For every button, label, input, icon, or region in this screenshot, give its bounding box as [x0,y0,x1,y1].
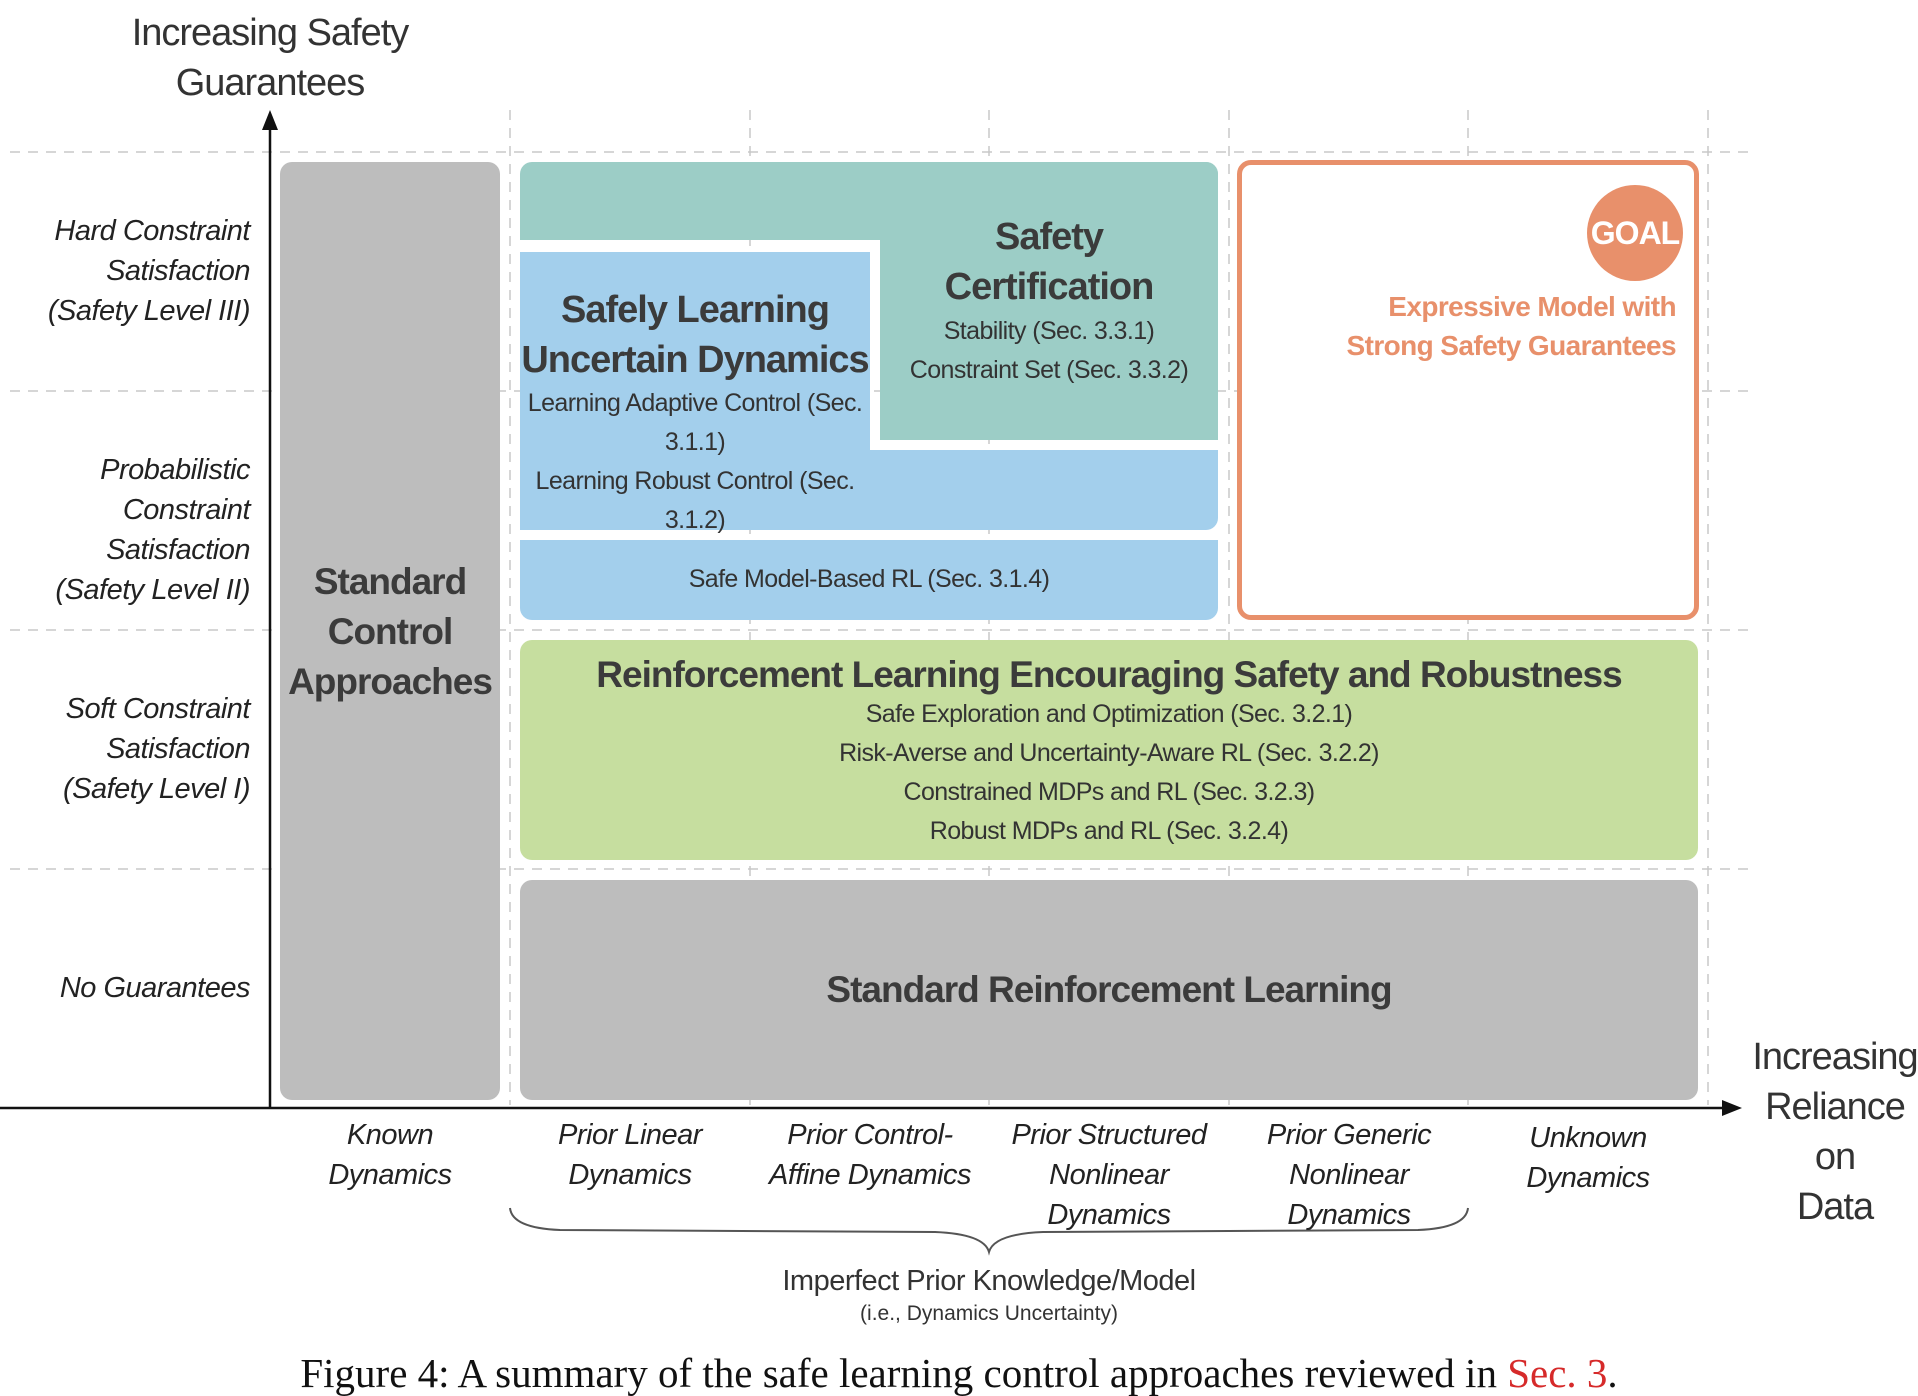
safely-learning-title: Safely Learning Uncertain Dynamics [520,285,870,385]
safety-certification-item: Stability (Sec. 3.3.1) [943,317,1155,345]
figure-caption: Figure 4: A summary of the safe learning… [0,1350,1918,1396]
standard-control-title-line-1: Standard [313,561,467,602]
x-level-label-line: Dynamics [568,1159,692,1191]
x-level-label-line: Known [346,1119,434,1151]
x-level-known: Known Dynamics [270,1115,510,1195]
y-level-label-line: Satisfaction [106,733,250,765]
goal-badge-label: GOAL [1590,215,1680,251]
caption-period: . [1607,1350,1618,1396]
y-level-label-line: (Safety Level I) [62,773,251,805]
goal-text-line-2: Strong Safety Guarantees [1346,330,1677,361]
y-level-none: No Guarantees [59,968,251,1008]
safely-learning-item: Learning Robust Control (Sec. 3.1.2) [535,467,856,534]
x-level-control-affine: Prior Control- Affine Dynamics [750,1115,990,1195]
x-level-label-line: Prior Linear [558,1119,702,1151]
goal-text-line-1: Expressive Model with [1388,291,1676,322]
standard-rl-title: Standard Reinforcement Learning [826,969,1392,1010]
y-level-label-line: Satisfaction [106,534,250,566]
x-level-label-line: Prior Structured [1011,1119,1207,1151]
y-axis-title-line-1: Increasing Safety [131,12,410,54]
caption-section-link[interactable]: Sec. 3 [1507,1350,1608,1396]
standard-control-title-line-2: Control [327,611,454,652]
rl-safety-item: Constrained MDPs and RL (Sec. 3.2.3) [903,778,1315,806]
y-level-label-line: Probabilistic Constraint [100,454,250,526]
y-level-probabilistic: Probabilistic Constraint Satisfaction (S… [0,450,250,610]
x-level-unknown: Unknown Dynamics [1468,1118,1708,1198]
y-level-label-line: (Safety Level II) [55,574,250,606]
x-level-label-line: Dynamics [328,1159,452,1191]
y-level-label-line: Satisfaction [106,255,250,287]
goal-region: GOAL Expressive Model with Strong Safety… [1237,160,1699,620]
x-level-label-line: Affine Dynamics [768,1159,972,1191]
x-axis-title-line-1: Increasing [1752,1036,1918,1078]
x-axis-title-line-2: Reliance on [1765,1086,1906,1178]
safety-certification-title-line-1: Safety [994,216,1104,258]
safely-learning-region: Safely Learning Uncertain Dynamics Learn… [520,252,870,612]
x-level-label-line: Prior Generic [1266,1119,1432,1151]
y-level-label-line: Soft Constraint [65,693,251,725]
rl-safety-item: Safe Exploration and Optimization (Sec. … [865,700,1353,728]
rl-safety-item: Robust MDPs and RL (Sec. 3.2.4) [929,817,1289,845]
x-level-structured: Prior Structured Nonlinear Dynamics [989,1115,1229,1235]
x-axis-title: Increasing Reliance on Data [1752,1032,1918,1232]
safety-certification-title-line-2: Certification [944,266,1155,308]
rl-safety-region: Reinforcement Learning Encouraging Safet… [520,640,1698,860]
y-level-soft: Soft Constraint Satisfaction (Safety Lev… [62,689,251,809]
rl-safety-items: Safe Exploration and Optimization (Sec. … [520,695,1698,851]
safety-certification-item: Constraint Set (Sec. 3.3.2) [909,356,1189,384]
brace-label: Imperfect Prior Knowledge/Model [782,1265,1196,1297]
y-level-label-line: Hard Constraint [54,215,250,247]
safely-learning-region-extension [870,450,1218,530]
goal-text: Expressive Model with Strong Safety Guar… [1346,287,1677,365]
standard-rl-region: Standard Reinforcement Learning [520,880,1698,1100]
standard-control-title-line-3: Approaches [288,661,493,702]
y-level-label-line: (Safety Level III) [47,295,251,327]
safe-mbrl-label: Safe Model-Based RL (Sec. 3.1.4) [688,565,1050,593]
rl-safety-title: Reinforcement Learning Encouraging Safet… [596,654,1622,695]
x-level-label-line: Unknown [1529,1122,1647,1154]
x-axis-title-line-3: Data [1796,1186,1874,1228]
caption-text: Figure 4: A summary of the safe learning… [300,1350,1508,1396]
brace-sublabel: (i.e., Dynamics Uncertainty) [860,1302,1118,1325]
y-axis-title: Increasing Safety Guarantees [120,8,420,108]
standard-control-title: Standard Control Approaches [280,557,500,707]
x-level-linear: Prior Linear Dynamics [510,1115,750,1195]
x-level-label-line: Dynamics [1526,1162,1650,1194]
safety-certification-title: Safety Certification [880,212,1218,312]
standard-control-region: Standard Control Approaches [280,162,500,1100]
safety-certification-items: Stability (Sec. 3.3.1) Constraint Set (S… [880,312,1218,390]
y-axis-title-line-2: Guarantees [175,62,366,104]
safely-learning-title-line-2: Uncertain Dynamics [521,339,869,381]
safety-certification-region: Safety Certification Stability (Sec. 3.3… [880,162,1218,440]
x-level-label-line: Prior Control- [787,1119,953,1151]
safely-learning-item: Learning Adaptive Control (Sec. 3.1.1) [527,389,863,456]
y-level-label-line: No Guarantees [59,972,251,1004]
x-level-label-line: Nonlinear Dynamics [1047,1159,1171,1231]
rl-safety-item: Risk-Averse and Uncertainty-Aware RL (Se… [839,739,1379,767]
goal-badge: GOAL [1587,185,1683,281]
safely-learning-title-line-1: Safely Learning [561,289,830,331]
safe-mbrl-region: Safe Model-Based RL (Sec. 3.1.4) [520,540,1218,620]
x-level-generic: Prior Generic Nonlinear Dynamics [1229,1115,1469,1235]
y-level-hard: Hard Constraint Satisfaction (Safety Lev… [47,211,251,331]
x-level-label-line: Nonlinear Dynamics [1287,1159,1411,1231]
